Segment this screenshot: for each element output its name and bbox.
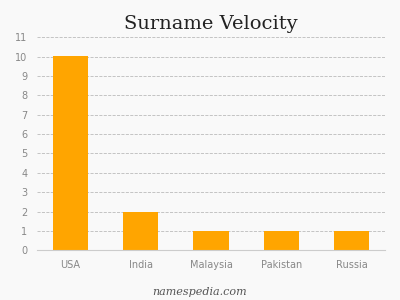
Bar <box>53 56 88 250</box>
Text: namespedia.com: namespedia.com <box>153 287 247 297</box>
Bar <box>123 212 158 250</box>
Bar <box>334 231 369 250</box>
Bar <box>194 231 228 250</box>
Title: Surname Velocity: Surname Velocity <box>124 15 298 33</box>
Bar <box>264 231 299 250</box>
